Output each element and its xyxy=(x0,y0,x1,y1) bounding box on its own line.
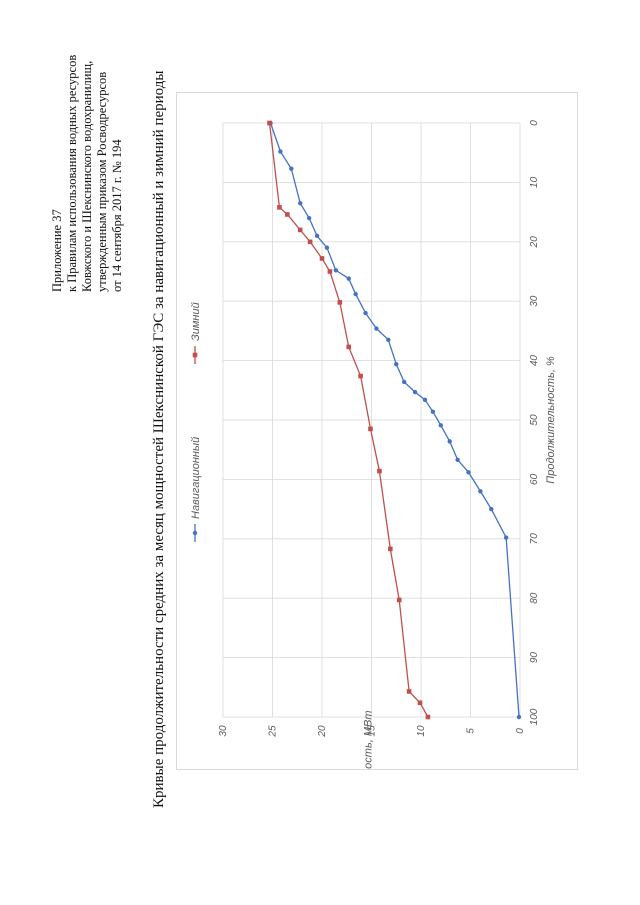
data-point-winter xyxy=(327,269,333,274)
data-point-winter xyxy=(388,546,393,552)
data-point-winter xyxy=(358,373,363,379)
data-point-navigation xyxy=(386,337,391,343)
data-point-navigation xyxy=(422,397,428,403)
legend-marker-winter xyxy=(192,352,198,358)
data-point-navigation xyxy=(447,439,452,444)
data-point-winter xyxy=(285,212,290,217)
legend-label-winter: Зимний xyxy=(190,302,202,341)
x-tick-label: 20 xyxy=(529,236,540,249)
chart-series xyxy=(267,120,522,720)
y-axis-title: Мощность, МВт xyxy=(363,710,375,769)
data-point-navigation xyxy=(333,268,339,273)
data-point-navigation xyxy=(374,326,379,331)
data-point-navigation xyxy=(438,423,443,428)
data-point-navigation xyxy=(346,276,351,281)
appendix-note: Приложение 37 к Правилам использования в… xyxy=(50,55,125,292)
data-point-navigation xyxy=(489,506,494,512)
x-tick-label: 60 xyxy=(529,473,540,485)
data-point-navigation xyxy=(298,200,303,206)
x-tick-label: 50 xyxy=(529,414,540,426)
legend-label-navigation: Навигационный xyxy=(190,437,202,519)
series-line-navigation xyxy=(269,122,520,718)
y-tick-label: 30 xyxy=(218,725,229,737)
data-point-navigation xyxy=(324,245,330,250)
legend-marker-navigation xyxy=(192,530,198,536)
x-tick-label: 0 xyxy=(529,120,540,126)
y-tick-label: 15 xyxy=(367,725,378,737)
data-point-winter xyxy=(368,426,373,432)
data-point-navigation xyxy=(466,470,471,475)
data-point-navigation xyxy=(455,457,460,462)
data-point-navigation xyxy=(394,361,399,367)
data-point-navigation xyxy=(363,310,368,316)
data-point-winter xyxy=(277,205,282,210)
appendix-line: Ковжского и Шекснинского водохранилищ, xyxy=(80,60,94,292)
data-point-winter xyxy=(267,120,272,126)
appendix-line: к Правилам использования водных ресурсов xyxy=(65,54,79,292)
data-point-winter xyxy=(425,714,431,720)
data-point-winter xyxy=(406,689,412,694)
data-point-navigation xyxy=(314,233,320,239)
y-tick-label: 20 xyxy=(317,725,328,738)
x-tick-label: 70 xyxy=(529,533,540,545)
x-tick-label: 10 xyxy=(529,176,540,188)
chart-frame: 0 10 20 30 40 50 60 70 80 90 100 0 5 10 15 20 25 30 Продо… xyxy=(176,92,578,770)
data-point-navigation xyxy=(478,489,483,494)
data-point-winter xyxy=(297,227,303,233)
chart-grid xyxy=(222,122,521,718)
appendix-line: утвержденным приказом Росводресурсов xyxy=(95,71,109,292)
data-point-navigation xyxy=(289,166,294,171)
y-tick-label: 10 xyxy=(416,725,427,737)
data-point-navigation xyxy=(430,409,436,414)
data-point-navigation xyxy=(412,389,418,395)
data-point-navigation xyxy=(401,379,407,385)
x-tick-label: 80 xyxy=(529,592,540,604)
data-point-navigation xyxy=(503,535,509,540)
x-tick-label: 40 xyxy=(529,355,540,367)
x-tick-label: 30 xyxy=(529,295,540,307)
chart-legend: Навигационный Зимний xyxy=(190,302,202,542)
x-tick-label: 100 xyxy=(529,708,540,725)
appendix-line: Приложение 37 xyxy=(50,209,64,292)
data-point-winter xyxy=(377,468,382,474)
data-point-navigation xyxy=(353,291,358,297)
data-point-winter xyxy=(346,344,352,350)
y-tick-label: 25 xyxy=(268,725,279,738)
x-axis-title: Продолжительность, % xyxy=(545,356,557,484)
document-title: Кривые продолжительности средних за меся… xyxy=(151,70,167,808)
data-point-navigation xyxy=(516,714,522,720)
data-point-navigation xyxy=(306,215,312,221)
data-point-navigation xyxy=(278,149,283,154)
data-point-winter xyxy=(417,700,423,706)
y-tick-label: 5 xyxy=(466,728,477,734)
data-point-winter xyxy=(396,597,402,603)
y-tick-label: 0 xyxy=(515,728,526,734)
data-point-winter xyxy=(319,256,325,261)
data-point-winter xyxy=(337,300,343,305)
x-tick-label: 90 xyxy=(529,652,540,664)
data-point-winter xyxy=(307,239,313,245)
appendix-line: от 14 сентября 2017 г. № 194 xyxy=(110,139,124,292)
